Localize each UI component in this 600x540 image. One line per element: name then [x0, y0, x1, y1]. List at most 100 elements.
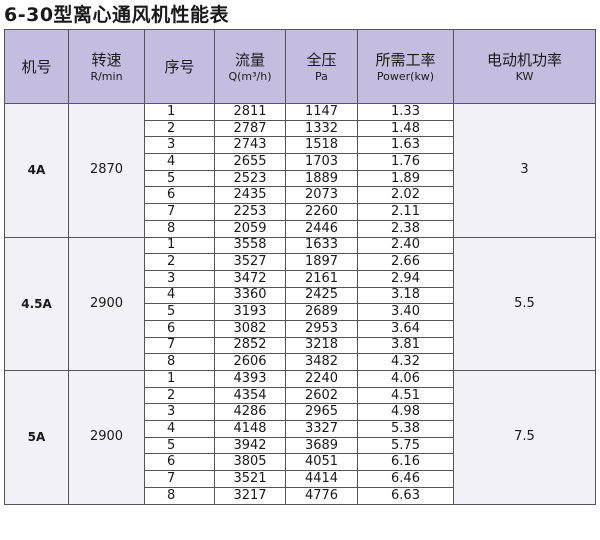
header-row: 机号 转速 R/min 序号 流量 Q(m³/h) 全压 Pa 所需工率 Power(k… — [4, 29, 596, 104]
table-row: 3 2743 1518 1.63 — [5, 136, 596, 155]
pressure-cell: 4051 — [285, 453, 358, 472]
seq-cell: 4 — [144, 153, 215, 171]
seq-cell: 5 — [144, 436, 215, 455]
table-row: 5A 2900 1 4393 2240 4.06 7.5 — [4, 370, 596, 505]
seq-cell: 1 — [144, 103, 215, 121]
required-power-cell: 6.63 — [357, 486, 454, 505]
flow-cell: 3082 — [214, 319, 286, 338]
flow-cell: 2743 — [214, 136, 286, 155]
table-row: 8 2059 2446 2.38 — [5, 219, 596, 238]
required-power-cell: 4.51 — [357, 386, 454, 405]
seq-cell: 3 — [144, 403, 215, 422]
header-flow: 流量 Q(m³/h) — [214, 29, 286, 104]
seq-cell: 3 — [144, 136, 215, 155]
required-power-cell: 2.40 — [357, 236, 454, 255]
required-power-cell: 1.76 — [357, 153, 454, 171]
header-speed-unit: R/min — [90, 69, 123, 83]
table-row: 3 3472 2161 2.94 — [5, 269, 596, 288]
required-power-cell: 2.02 — [357, 186, 454, 205]
flow-cell: 3805 — [214, 453, 286, 472]
pressure-cell: 1332 — [285, 119, 358, 138]
seq-cell: 1 — [144, 236, 215, 255]
pressure-cell: 1518 — [285, 136, 358, 155]
seq-cell: 5 — [144, 303, 215, 321]
seq-cell: 7 — [144, 470, 215, 488]
table-row: 4A 2870 1 2811 1147 1.33 3 — [4, 103, 596, 238]
seq-cell: 4 — [144, 420, 215, 438]
seq-cell: 2 — [144, 253, 215, 271]
pressure-cell: 2260 — [285, 203, 358, 221]
performance-table: 机号 转速 R/min 序号 流量 Q(m³/h) 全压 Pa 所需工率 Power(k… — [4, 29, 596, 505]
pressure-cell: 1147 — [285, 103, 358, 121]
header-pressure-label: 全压 — [306, 50, 337, 69]
pressure-cell: 1897 — [285, 253, 358, 271]
flow-cell: 3521 — [214, 470, 286, 488]
required-power-cell: 3.18 — [357, 286, 454, 305]
flow-cell: 3472 — [214, 269, 286, 288]
pressure-cell: 4414 — [285, 470, 358, 488]
header-speed-label: 转速 — [91, 50, 122, 69]
model-cell: 5A — [4, 370, 69, 505]
seq-cell: 6 — [144, 186, 215, 205]
required-power-cell: 2.11 — [357, 203, 454, 221]
header-required-power-label: 所需工率 — [375, 50, 436, 69]
flow-cell: 2655 — [214, 153, 286, 171]
flow-cell: 2253 — [214, 203, 286, 221]
pressure-cell: 3218 — [285, 336, 358, 355]
header-pressure: 全压 Pa — [285, 29, 358, 104]
seq-cell: 8 — [144, 353, 215, 371]
pressure-cell: 1889 — [285, 169, 358, 188]
motor-power-cell: 7.5 — [453, 370, 596, 505]
table-row: 5 2523 1889 1.89 — [5, 169, 596, 188]
seq-cell: 5 — [144, 169, 215, 188]
speed-cell: 2900 — [68, 370, 145, 505]
header-required-power-unit: Power(kw) — [376, 69, 435, 83]
table-row: 4 3360 2425 3.18 — [5, 286, 596, 305]
header-seq: 序号 — [144, 29, 215, 104]
header-model: 机号 — [4, 29, 69, 104]
seq-cell: 8 — [144, 486, 215, 505]
seq-cell: 8 — [144, 219, 215, 238]
required-power-cell: 4.32 — [357, 353, 454, 371]
header-model-label: 机号 — [21, 57, 52, 76]
flow-cell: 2811 — [214, 103, 286, 121]
pressure-cell: 2240 — [285, 370, 358, 388]
required-power-cell: 1.89 — [357, 169, 454, 188]
pressure-cell: 2073 — [285, 186, 358, 205]
speed-cell: 2900 — [68, 236, 145, 371]
flow-cell: 3193 — [214, 303, 286, 321]
table-row: 5 3942 3689 5.75 — [5, 436, 596, 455]
header-motor-power-unit: KW — [515, 69, 534, 83]
model-cell: 4.5A — [4, 236, 69, 371]
pressure-cell: 3327 — [285, 420, 358, 438]
motor-power-cell: 3 — [453, 103, 596, 238]
header-required-power: 所需工率 Power(kw) — [357, 29, 454, 104]
header-motor-power-label: 电动机功率 — [486, 50, 562, 69]
required-power-cell: 1.33 — [357, 103, 454, 121]
flow-cell: 2059 — [214, 219, 286, 238]
header-flow-unit: Q(m³/h) — [228, 69, 272, 83]
flow-cell: 2787 — [214, 119, 286, 138]
table-row: 2 3527 1897 2.66 — [5, 253, 596, 271]
pressure-cell: 2446 — [285, 219, 358, 238]
required-power-cell: 5.75 — [357, 436, 454, 455]
flow-cell: 4286 — [214, 403, 286, 422]
pressure-cell: 1633 — [285, 236, 358, 255]
pressure-cell: 2965 — [285, 403, 358, 422]
flow-cell: 4393 — [214, 370, 286, 388]
seq-cell: 7 — [144, 203, 215, 221]
flow-cell: 3558 — [214, 236, 286, 255]
flow-cell: 2606 — [214, 353, 286, 371]
required-power-cell: 4.98 — [357, 403, 454, 422]
flow-cell: 2435 — [214, 186, 286, 205]
flow-cell: 3217 — [214, 486, 286, 505]
table-body: 4A 2870 1 2811 1147 1.33 3 2 2787 1332 1.48 3 2743 15… — [4, 103, 596, 505]
required-power-cell: 6.16 — [357, 453, 454, 472]
required-power-cell: 4.06 — [357, 370, 454, 388]
required-power-cell: 3.64 — [357, 319, 454, 338]
required-power-cell: 6.46 — [357, 470, 454, 488]
seq-cell: 3 — [144, 269, 215, 288]
required-power-cell: 3.40 — [357, 303, 454, 321]
flow-cell: 2852 — [214, 336, 286, 355]
header-speed: 转速 R/min — [68, 29, 145, 104]
